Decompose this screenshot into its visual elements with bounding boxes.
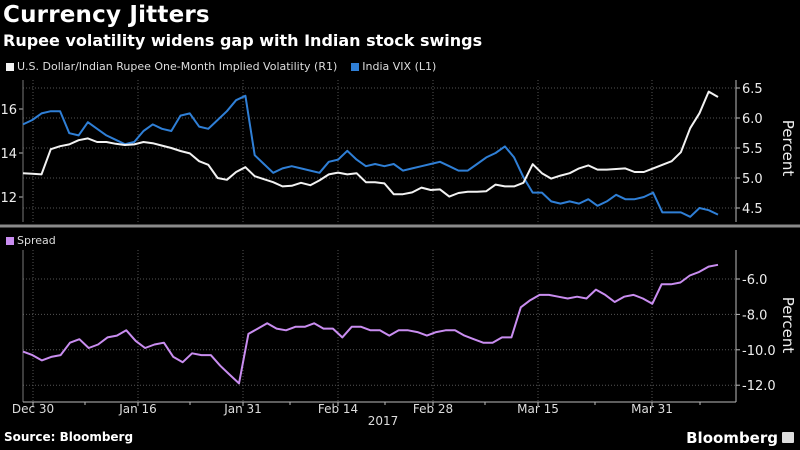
legend-item-usd-inr: U.S. Dollar/Indian Rupee One-Month Impli… bbox=[6, 60, 337, 73]
x-tick-label: Mar 15 bbox=[517, 402, 559, 416]
legend-swatch-usd-inr bbox=[6, 62, 14, 71]
legend-label-spread: Spread bbox=[17, 234, 56, 247]
top-right-tick-label: 4.5 bbox=[742, 202, 763, 217]
x-year-label: 2017 bbox=[368, 414, 399, 428]
top-right-tick-label: 5.0 bbox=[742, 172, 763, 187]
bottom-legend: Spread bbox=[6, 234, 66, 247]
top-left-tick-label: 12 bbox=[0, 191, 17, 206]
top-right-tick-label: 6.5 bbox=[742, 82, 763, 97]
x-tick-label: Dec 30 bbox=[12, 402, 54, 416]
spread-line bbox=[22, 263, 719, 385]
bloomberg-logo: Bloomberg bbox=[686, 429, 778, 447]
usd-inr-implied-vol-line bbox=[22, 90, 719, 198]
legend-item-spread: Spread bbox=[6, 234, 56, 247]
x-tick-label: Jan 16 bbox=[118, 402, 157, 416]
x-tick-label: Feb 28 bbox=[413, 402, 453, 416]
x-tick-label: Feb 14 bbox=[318, 402, 358, 416]
top-right-axis-label: Percent bbox=[779, 120, 797, 177]
legend-item-india-vix: India VIX (L1) bbox=[351, 60, 436, 73]
legend-label-usd-inr: U.S. Dollar/Indian Rupee One-Month Impli… bbox=[17, 60, 338, 73]
bottom-right-tick-label: -12.0 bbox=[742, 379, 776, 394]
bottom-right-tick-label: -10.0 bbox=[742, 344, 776, 359]
top-right-tick-label: 5.5 bbox=[742, 142, 763, 157]
bottom-right-tick-label: -8.0 bbox=[742, 308, 767, 323]
top-left-tick-label: 14 bbox=[0, 147, 17, 162]
top-left-tick-label: 16 bbox=[0, 103, 17, 118]
bottom-right-axis-label: Percent bbox=[779, 297, 797, 354]
legend-swatch-india-vix bbox=[351, 62, 360, 71]
legend-swatch-spread bbox=[6, 236, 14, 245]
x-tick-label: Mar 31 bbox=[631, 402, 673, 416]
legend-label-india-vix: India VIX (L1) bbox=[362, 60, 437, 73]
bloomberg-chart-icon bbox=[782, 432, 794, 443]
chart-subtitle: Rupee volatility widens gap with Indian … bbox=[3, 31, 483, 50]
india-vix-line bbox=[22, 94, 719, 218]
x-tick-label: Jan 31 bbox=[223, 402, 262, 416]
chart-title: Currency Jitters bbox=[3, 2, 210, 28]
bottom-right-tick-label: -6.0 bbox=[742, 273, 767, 288]
source-note: Source: Bloomberg bbox=[4, 430, 134, 444]
top-right-tick-label: 6.0 bbox=[742, 112, 763, 127]
top-legend: U.S. Dollar/Indian Rupee One-Month Impli… bbox=[6, 60, 446, 73]
